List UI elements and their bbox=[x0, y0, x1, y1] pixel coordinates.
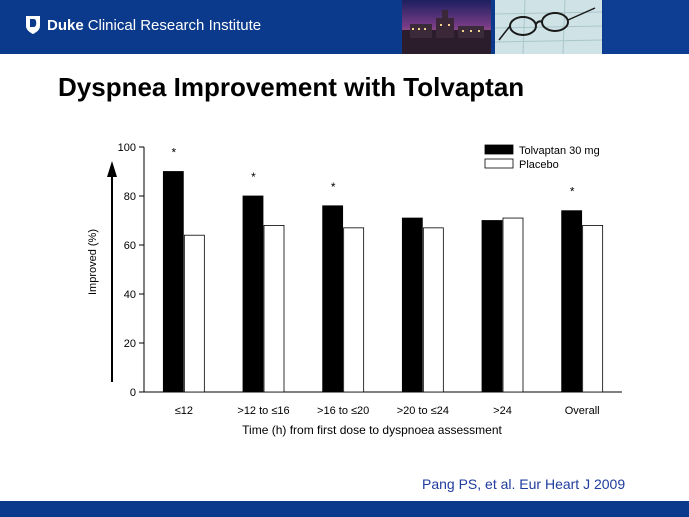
y-tick-label: 20 bbox=[124, 338, 136, 350]
x-axis-label: Time (h) from first dose to dyspnoea ass… bbox=[242, 423, 502, 437]
brand-logo: Duke Clinical Research Institute bbox=[25, 15, 261, 35]
y-tick-label: 80 bbox=[124, 191, 136, 203]
campus-building-photo bbox=[402, 0, 491, 54]
footer-bar bbox=[0, 501, 689, 517]
x-tick-label: >24 bbox=[493, 405, 512, 417]
x-tick-label: >20 to ≤24 bbox=[397, 405, 449, 417]
x-tick-label: >12 to ≤16 bbox=[237, 405, 289, 417]
bar-chart: Improved (%) Time (h) from first dose to… bbox=[87, 142, 622, 437]
x-tick-label: >16 to ≤20 bbox=[317, 405, 369, 417]
eyeglasses-photo bbox=[495, 0, 602, 54]
slide-title: Dyspnea Improvement with Tolvaptan bbox=[58, 72, 525, 102]
placebo-bar bbox=[183, 234, 205, 393]
y-tick-label: 100 bbox=[118, 142, 136, 154]
plot-area: 0 20 40 60 80 100 * ≤12 * >12 to ≤16 * >16 to ≤20 >2… bbox=[107, 142, 622, 417]
significance-marker: * bbox=[251, 170, 256, 184]
x-tick-label: ≤12 bbox=[175, 405, 193, 417]
legend-swatch bbox=[484, 144, 514, 155]
legend-label: Placebo bbox=[519, 159, 559, 171]
citation-text: Pang PS, et al. Eur Heart J 2009 bbox=[422, 476, 626, 492]
y-tick-label: 40 bbox=[124, 289, 136, 301]
chart-legend: Tolvaptan 30 mg Placebo bbox=[484, 144, 600, 171]
duke-shield-icon bbox=[26, 16, 40, 34]
header-right-panel bbox=[603, 0, 689, 54]
tolvaptan-bar bbox=[401, 217, 423, 393]
placebo-bar bbox=[422, 227, 444, 393]
brand-bold-text: Duke bbox=[47, 16, 84, 34]
header-bar: Duke Clinical Research Institute bbox=[0, 0, 689, 54]
y-tick-label: 0 bbox=[130, 387, 136, 399]
x-tick-label: Overall bbox=[565, 405, 600, 417]
y-axis-label: Improved (%) bbox=[87, 229, 99, 295]
brand-text: Clinical Research Institute bbox=[87, 16, 262, 34]
tolvaptan-bar bbox=[162, 171, 184, 393]
legend-label: Tolvaptan 30 mg bbox=[519, 145, 600, 157]
placebo-bar bbox=[502, 217, 524, 393]
y-tick-label: 60 bbox=[124, 240, 136, 252]
up-arrow-icon bbox=[107, 161, 117, 177]
tolvaptan-bar bbox=[322, 205, 344, 393]
tolvaptan-bar bbox=[481, 220, 503, 393]
tolvaptan-bar bbox=[561, 210, 583, 393]
legend-swatch bbox=[484, 158, 514, 169]
significance-marker: * bbox=[171, 146, 176, 160]
significance-marker: * bbox=[570, 185, 575, 199]
tolvaptan-bar bbox=[242, 195, 264, 393]
placebo-bar bbox=[263, 225, 285, 393]
placebo-bar bbox=[582, 225, 604, 393]
placebo-bar bbox=[343, 227, 365, 393]
significance-marker: * bbox=[331, 180, 336, 194]
